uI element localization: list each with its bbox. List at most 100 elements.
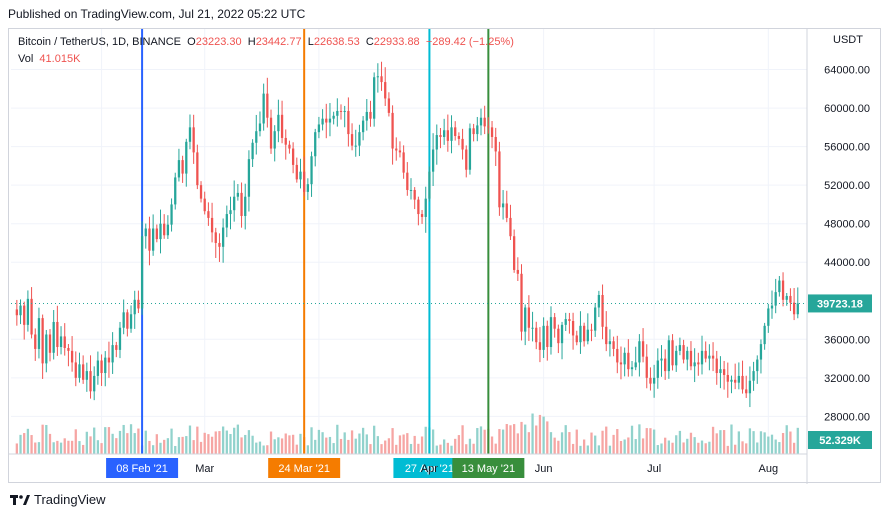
- candlestick-chart[interactable]: 08 Feb '21 24 Mar '21 27 Apr '21 13 May '21…: [9, 29, 882, 484]
- chart-frame[interactable]: 08 Feb '21 24 Mar '21 27 Apr '21 13 May '21…: [8, 28, 882, 484]
- price-tick-label: 52000.00: [824, 180, 870, 192]
- price-tick-label: 28000.00: [824, 411, 870, 423]
- volume-bar: [325, 437, 328, 454]
- candle-body: [406, 172, 409, 190]
- volume-bar: [616, 429, 619, 454]
- candle-body: [623, 352, 626, 365]
- volume-bar: [708, 441, 711, 454]
- candle-body: [568, 319, 571, 322]
- candle-body: [23, 305, 26, 325]
- candle-body: [719, 369, 722, 374]
- volume-bar: [682, 442, 685, 454]
- marker-tag: [268, 458, 341, 478]
- candle-body: [553, 317, 556, 329]
- volume-bar: [177, 437, 181, 454]
- volume-bar: [715, 433, 718, 454]
- volume-bar: [549, 432, 553, 454]
- candle-body: [100, 360, 103, 374]
- high-label: H: [247, 36, 256, 48]
- volume-bar: [192, 440, 195, 454]
- candle-body: [45, 334, 48, 364]
- volume-bar: [354, 438, 357, 454]
- axis-layer: 64000.00 60000.00 56000.00 52000.00 48000.00…: [9, 29, 872, 484]
- volume-bar: [443, 439, 446, 454]
- volume-bar: [509, 425, 512, 454]
- candle-body: [564, 319, 567, 325]
- candle-body: [715, 358, 718, 374]
- volume-bar: [730, 424, 733, 454]
- volume-bar: [45, 424, 48, 454]
- candle-body: [137, 299, 140, 309]
- candle-body: [336, 110, 339, 116]
- last-volume-badge: [808, 431, 872, 449]
- volume-bar: [734, 444, 737, 454]
- candle-body: [608, 341, 612, 345]
- candle-body: [192, 127, 195, 153]
- candle-body: [538, 342, 542, 350]
- candle-body: [328, 118, 332, 123]
- candle-body: [78, 364, 81, 378]
- footer-brand[interactable]: TradingView: [10, 492, 106, 507]
- candle-body: [118, 327, 122, 350]
- candle-body: [325, 118, 328, 123]
- candle-body: [431, 149, 435, 172]
- high-value: 23442.77: [255, 36, 302, 48]
- candle-body: [789, 295, 792, 303]
- candle-body: [656, 360, 659, 378]
- volume-bar: [240, 437, 243, 454]
- candle-body: [741, 375, 744, 390]
- volume-bar: [586, 445, 589, 454]
- candle-body: [140, 236, 144, 309]
- candle-body: [774, 292, 777, 306]
- volume-bar: [236, 424, 240, 454]
- volume-bar: [601, 430, 604, 454]
- volume-bar: [479, 426, 483, 454]
- candle-body: [26, 298, 30, 325]
- volume-bar: [247, 430, 251, 454]
- volume-bar: [185, 436, 188, 454]
- volume-bar: [678, 430, 682, 454]
- price-tick-label: 60000.00: [824, 103, 870, 115]
- volume-bar: [789, 431, 792, 454]
- candle-body: [767, 308, 770, 326]
- volume-bar: [251, 435, 254, 454]
- volume-bar: [133, 433, 136, 454]
- volume-bar: [605, 426, 608, 454]
- volume-bar: [269, 431, 273, 454]
- candle-body: [630, 367, 634, 370]
- candle-body: [461, 138, 464, 150]
- volume-bar: [284, 433, 287, 454]
- marker-tag: [393, 458, 466, 478]
- candle-body: [321, 118, 324, 125]
- candle-body: [310, 156, 313, 185]
- time-tick-label: Mar: [195, 463, 214, 475]
- candle-body: [177, 160, 181, 178]
- last-volume-label: 52.329K: [819, 435, 861, 447]
- candle-body: [516, 269, 519, 274]
- time-tick-label: Apr: [421, 463, 438, 475]
- candle-body: [557, 328, 560, 344]
- open-value: 23223.30: [195, 36, 242, 48]
- candle-body: [115, 345, 118, 350]
- volume-bar: [129, 424, 133, 454]
- volume-bar: [476, 428, 479, 454]
- volume-bar: [19, 434, 22, 454]
- volume-bar: [435, 445, 438, 454]
- candle-body: [487, 126, 490, 128]
- price-tick-label: 64000.00: [824, 65, 870, 77]
- volume-bar: [262, 445, 265, 454]
- candle-body: [645, 356, 648, 378]
- volume-bar: [122, 424, 125, 454]
- published-note: Published on TradingView.com, Jul 21, 20…: [8, 7, 306, 21]
- volume-bar: [181, 436, 184, 454]
- candle-body: [627, 352, 630, 370]
- volume-bar: [719, 430, 722, 454]
- volume-bar: [413, 435, 416, 454]
- candle-body: [380, 76, 383, 83]
- candle-body: [542, 325, 545, 350]
- volume-bar: [52, 442, 55, 454]
- candle-body: [686, 350, 689, 360]
- low-label: L: [307, 36, 314, 48]
- marker-tag-label: 27 Apr '21: [405, 463, 454, 475]
- volume-bar: [527, 432, 531, 454]
